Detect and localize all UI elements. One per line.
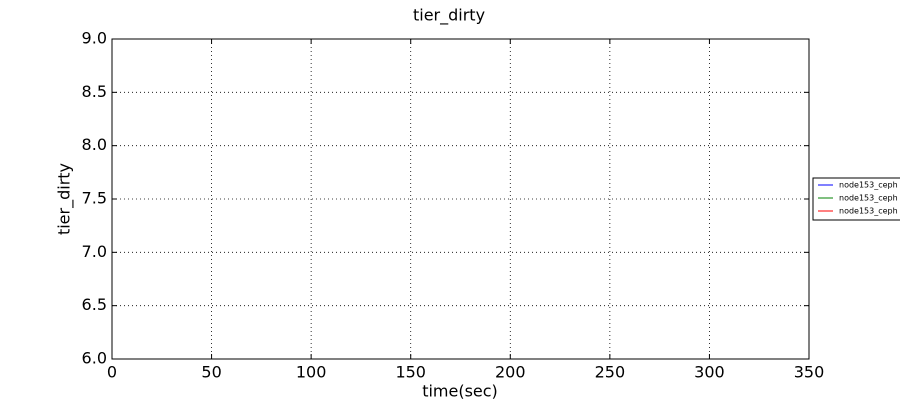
x-tick-label: 150 xyxy=(395,363,426,382)
y-tick-label: 6.5 xyxy=(82,295,107,314)
y-tick-label: 8.0 xyxy=(82,135,107,154)
legend-label: node153_ceph xyxy=(839,207,898,216)
legend-label: node153_ceph xyxy=(839,194,898,203)
legend-box xyxy=(812,177,900,221)
x-axis-label: time(sec) xyxy=(422,382,498,400)
chart-title: tier_dirty xyxy=(413,6,485,26)
plot-frame xyxy=(111,38,810,360)
x-tick-label: 50 xyxy=(201,363,221,382)
x-tick-label: 100 xyxy=(296,363,327,382)
y-tick-label: 7.0 xyxy=(82,242,107,261)
x-tick-label: 300 xyxy=(694,363,725,382)
y-tick-label: 6.0 xyxy=(82,349,107,368)
y-tick-label: 7.5 xyxy=(82,189,107,208)
x-tick-label: 0 xyxy=(107,363,117,382)
x-tick-label: 350 xyxy=(794,363,825,382)
legend-label: node153_ceph xyxy=(839,181,898,190)
x-tick-label: 250 xyxy=(595,363,626,382)
x-tick-label: 200 xyxy=(495,363,526,382)
y-axis-label: tier_dirty xyxy=(55,163,75,235)
y-tick-label: 8.5 xyxy=(82,82,107,101)
y-tick-label: 9.0 xyxy=(82,29,107,48)
